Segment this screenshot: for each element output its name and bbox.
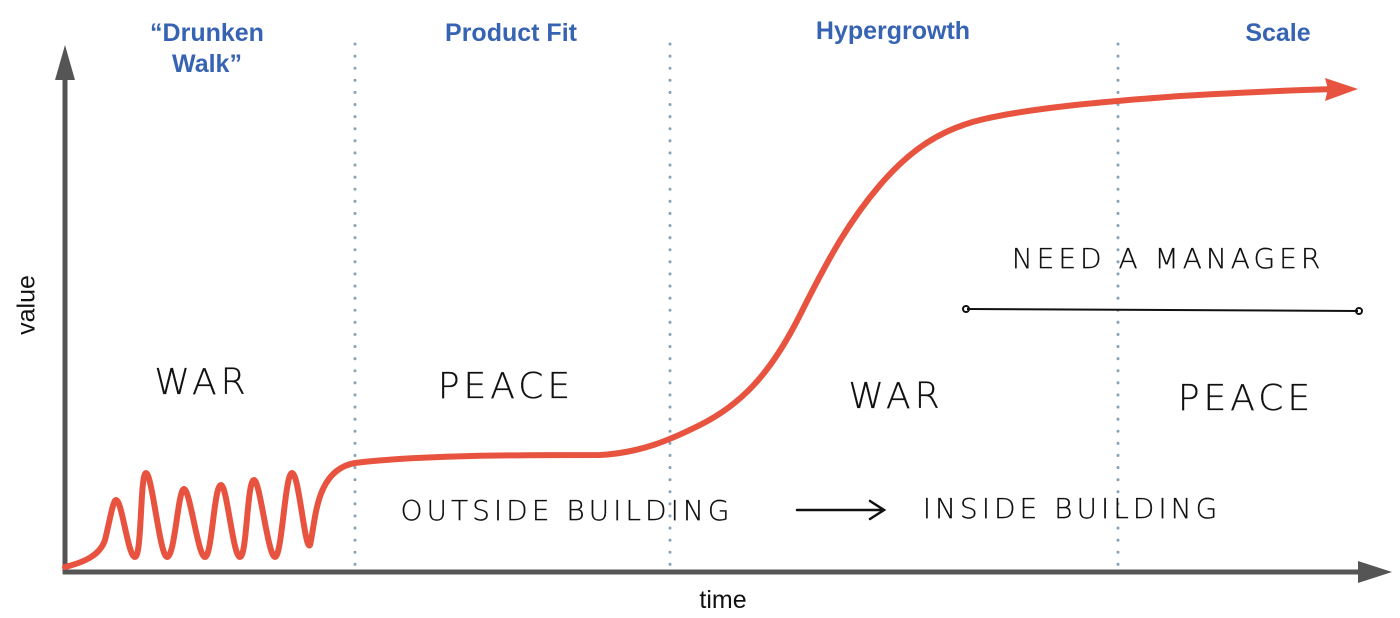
axes bbox=[55, 45, 1392, 583]
outside-building-note: OUTSIDE BUILDING bbox=[400, 494, 734, 527]
phase-dividers bbox=[353, 42, 1120, 570]
mode-peace-2: PEACE bbox=[1177, 378, 1315, 419]
phase-label-line: “Drunken bbox=[150, 19, 264, 47]
phase-label-line: Walk” bbox=[172, 50, 242, 78]
y-axis-label: value bbox=[12, 275, 41, 335]
phase-label-hypergrowth: Hypergrowth bbox=[815, 17, 971, 45]
mode-war-2: WAR bbox=[848, 376, 944, 417]
mode-war-1: WAR bbox=[154, 362, 250, 403]
manager-line bbox=[962, 305, 1363, 315]
phase-label-product-fit: Product Fit bbox=[445, 19, 577, 47]
phase-label-drunken-walk: “Drunken Walk” bbox=[150, 18, 264, 80]
transition-arrow-icon bbox=[795, 499, 887, 521]
need-manager-note: NEED A MANAGER bbox=[1011, 242, 1325, 275]
phase-label-scale: Scale bbox=[1245, 19, 1311, 47]
inside-building-note: INSIDE BUILDING bbox=[922, 492, 1222, 525]
y-axis-arrow-icon bbox=[55, 45, 75, 80]
curve-arrow-icon bbox=[1325, 78, 1358, 101]
x-axis-arrow-icon bbox=[1358, 561, 1392, 583]
x-axis-label: time bbox=[699, 586, 747, 614]
value-curve bbox=[62, 86, 1338, 570]
mode-peace-1: PEACE bbox=[437, 366, 575, 407]
